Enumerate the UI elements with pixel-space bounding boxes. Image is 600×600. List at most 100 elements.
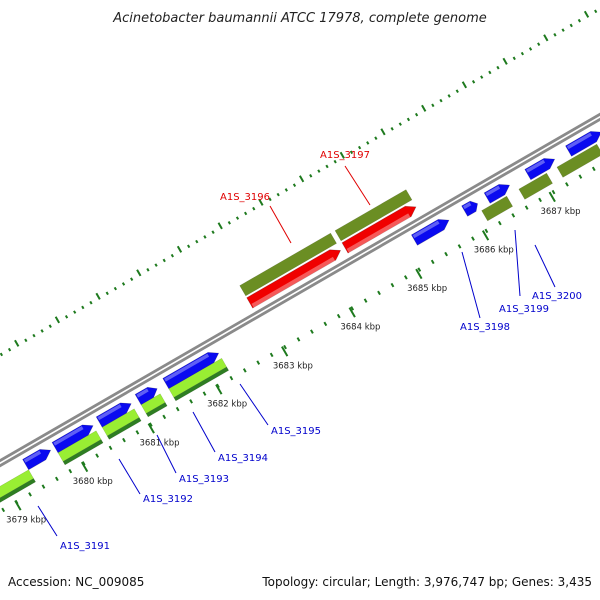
map-title: Acinetobacter baumannii ATCC 17978, comp… <box>112 11 487 26</box>
outer-tick-mark <box>543 34 549 42</box>
outer-tick-mark <box>187 244 191 249</box>
minor-scale-tick <box>538 197 542 203</box>
minor-scale-tick <box>68 468 73 474</box>
outer-tick-mark <box>48 324 52 329</box>
major-scale-tick <box>80 461 89 473</box>
minor-scale-tick <box>377 290 381 296</box>
gene-label: A1S_3195 <box>271 426 321 437</box>
accession-text: Accession: NC_009085 <box>8 575 144 589</box>
cds-highlight-arrow <box>341 205 417 254</box>
minor-scale-tick <box>242 368 247 373</box>
outer-tick-mark <box>298 175 305 183</box>
minor-scale-tick <box>1 507 6 513</box>
gene-label: A1S_3198 <box>460 322 510 333</box>
gene-leader-line <box>534 244 556 288</box>
outer-tick-mark <box>317 169 321 173</box>
outer-tick-mark <box>217 222 223 230</box>
minor-scale-tick <box>430 259 435 265</box>
outer-tick-mark <box>146 268 150 272</box>
outer-tick-mark <box>195 239 199 244</box>
outer-tick-mark <box>244 211 248 216</box>
minor-scale-tick <box>511 213 516 218</box>
outer-tick-mark <box>73 310 77 314</box>
outer-tick-mark <box>0 352 4 357</box>
feature-tracks <box>0 131 600 503</box>
minor-scale-tick <box>28 492 32 497</box>
gene-track-dark <box>0 478 36 503</box>
gene-label: A1S_3196 <box>220 192 270 203</box>
outer-tick-mark <box>309 174 313 178</box>
outer-tick-mark <box>170 253 174 258</box>
minor-scale-tick <box>122 437 126 443</box>
outer-tick-mark <box>390 127 394 131</box>
outer-tick-mark <box>374 136 378 141</box>
outer-tick-mark <box>268 197 272 202</box>
outer-tick-mark <box>577 18 582 23</box>
minor-scale-tick <box>336 313 341 319</box>
minor-scale-tick <box>591 166 596 172</box>
scale-tick-label: 3682 kbp <box>207 400 247 410</box>
gene-track-olive <box>518 172 553 200</box>
outer-tick-mark <box>447 94 451 98</box>
outer-tick-mark <box>406 117 411 122</box>
outer-tick-mark <box>32 333 36 338</box>
outer-tick-mark <box>366 141 370 145</box>
outer-tick-mark <box>121 282 126 286</box>
outer-tick-mark <box>7 347 12 352</box>
outer-tick-mark <box>113 286 117 291</box>
outer-tick-mark <box>569 23 573 28</box>
gene-label: A1S_3192 <box>143 494 193 505</box>
gene-label: A1S_3194 <box>218 453 268 464</box>
outer-tick-mark <box>252 206 256 211</box>
feature-gloss <box>566 132 592 150</box>
outer-tick-mark <box>14 339 20 347</box>
outer-tick-mark <box>488 70 492 75</box>
minor-scale-tick <box>551 189 556 195</box>
cds-forward-arrow <box>134 386 158 406</box>
outer-tick-mark <box>95 292 101 300</box>
minor-scale-tick <box>444 251 449 257</box>
gene-label: A1S_3193 <box>179 474 229 485</box>
cds-highlight-arrow <box>246 249 342 309</box>
feature-gloss <box>23 450 42 463</box>
outer-tick-mark <box>537 42 541 47</box>
cds-forward-arrow <box>162 352 220 390</box>
outer-tick-mark <box>553 33 557 37</box>
outer-tick-mark <box>40 329 44 333</box>
outer-tick-mark <box>105 291 109 296</box>
gene-leader-line <box>118 458 141 495</box>
minor-scale-tick <box>41 484 46 489</box>
minor-scale-tick <box>524 205 529 210</box>
cds-forward-arrow <box>410 219 450 246</box>
minor-scale-tick <box>404 275 408 280</box>
outer-tick-mark <box>64 315 69 319</box>
outer-tick-mark <box>583 10 590 18</box>
outer-tick-mark <box>136 269 142 277</box>
cds-forward-arrow <box>51 424 94 454</box>
minor-scale-tick <box>148 422 153 427</box>
outer-tick-mark <box>380 128 386 136</box>
gene-leader-line <box>156 434 177 474</box>
outer-tick-mark <box>502 57 508 65</box>
outer-tick-mark <box>130 277 134 282</box>
major-scale-tick <box>215 384 223 395</box>
scale-tick-label: 3681 kbp <box>139 439 179 449</box>
minor-scale-tick <box>471 236 475 241</box>
gene-leader-line <box>344 165 371 206</box>
minor-scale-tick <box>229 375 234 381</box>
outer-tick-mark <box>496 65 500 70</box>
outer-tick-mark <box>284 188 288 192</box>
cds-forward-arrow <box>22 449 52 471</box>
major-scale-tick <box>415 268 423 280</box>
feature-gloss <box>251 256 336 309</box>
minor-scale-tick <box>350 306 355 311</box>
feature-gloss <box>526 159 546 173</box>
outer-tick-mark <box>512 56 516 61</box>
outer-tick-mark <box>162 258 166 263</box>
scale-tick-label: 3680 kbp <box>73 477 113 487</box>
gene-track-dark <box>62 439 104 466</box>
minor-scale-tick <box>310 329 314 334</box>
minor-scale-tick <box>363 298 368 303</box>
gene-label: A1S_3191 <box>60 541 110 552</box>
outer-tick-mark <box>54 316 61 324</box>
